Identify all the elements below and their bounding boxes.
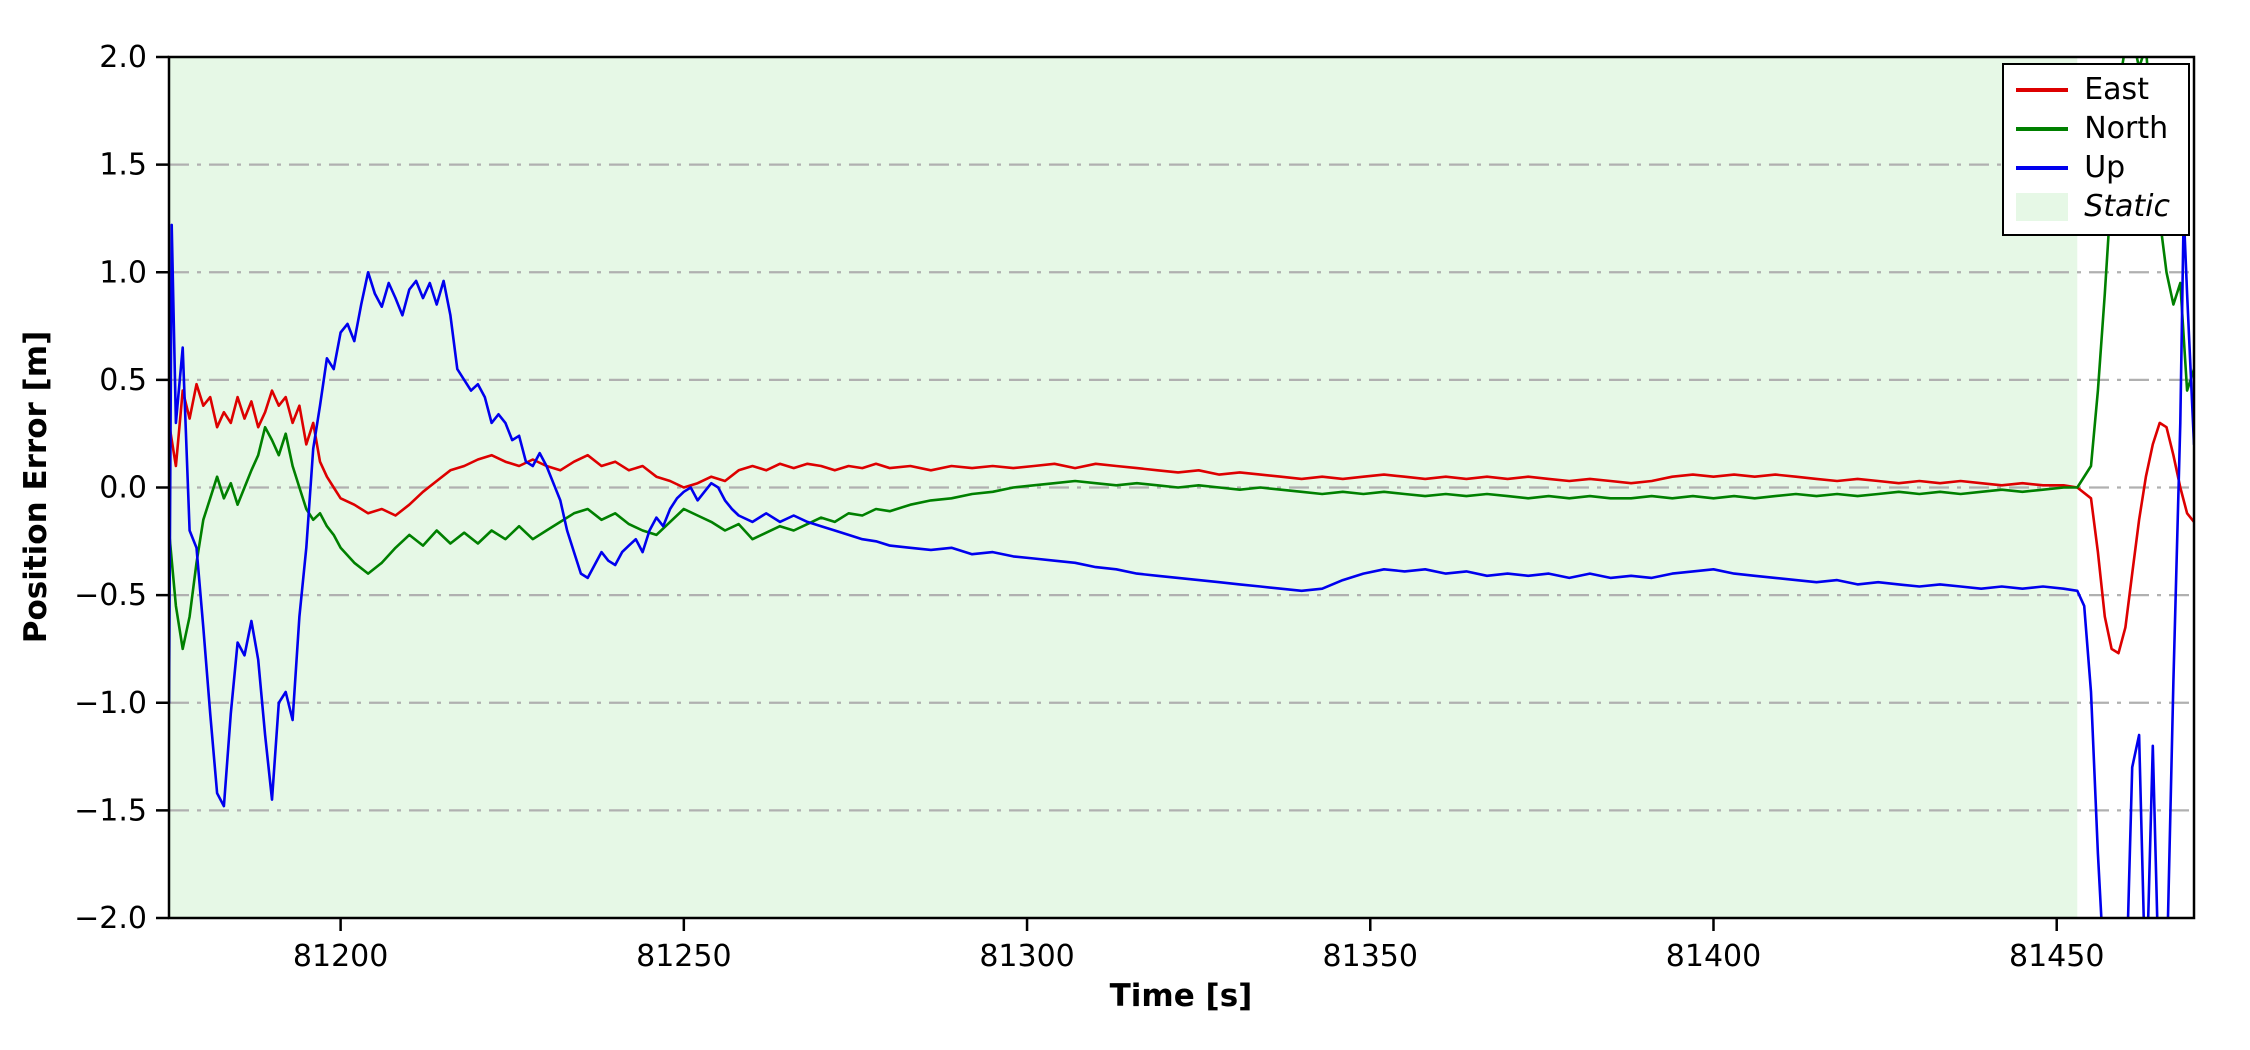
x-tick-label: 81350 — [1323, 939, 1418, 974]
legend-line-sample-up — [2016, 166, 2069, 170]
legend-line-sample-east — [2016, 88, 2069, 92]
legend-patch-sample-static — [2016, 193, 2069, 221]
x-tick-label: 81200 — [293, 939, 388, 974]
y-tick-label: 2.0 — [99, 40, 147, 75]
x-tick-label: 81450 — [2009, 939, 2104, 974]
series-line-north — [169, 57, 2194, 651]
y-tick-label: −0.5 — [74, 578, 147, 613]
y-tick-label: 0.5 — [99, 363, 147, 398]
x-tick-label: 81250 — [636, 939, 731, 974]
y-tick-label: 0.0 — [99, 471, 147, 506]
x-axis-label: Time [s] — [1109, 978, 1253, 1014]
y-tick-label: −1.0 — [74, 686, 147, 721]
legend: East North Up Static — [2002, 63, 2190, 236]
legend-label-static: Static — [2084, 189, 2170, 224]
legend-entry-north: North — [2016, 112, 2170, 146]
x-tick-label: 81400 — [1666, 939, 1761, 974]
series-line-up — [169, 210, 2194, 918]
x-tick-label: 81300 — [979, 939, 1074, 974]
legend-line-sample-north — [2016, 127, 2069, 131]
series-line-east — [169, 382, 2194, 655]
axes-frame — [167, 55, 2196, 920]
legend-label-up: Up — [2084, 150, 2126, 185]
legend-label-north: North — [2084, 111, 2169, 146]
y-tick-label: 1.5 — [99, 148, 147, 183]
y-tick-label: 1.0 — [99, 255, 147, 290]
legend-entry-east: East — [2016, 73, 2170, 107]
legend-label-east: East — [2084, 72, 2149, 107]
legend-entry-up: Up — [2016, 151, 2170, 185]
y-tick-label: −2.0 — [74, 901, 147, 936]
y-tick-label: −1.5 — [74, 793, 147, 828]
y-axis-label: Position Error [m] — [18, 330, 54, 644]
legend-entry-static: Static — [2016, 190, 2170, 224]
